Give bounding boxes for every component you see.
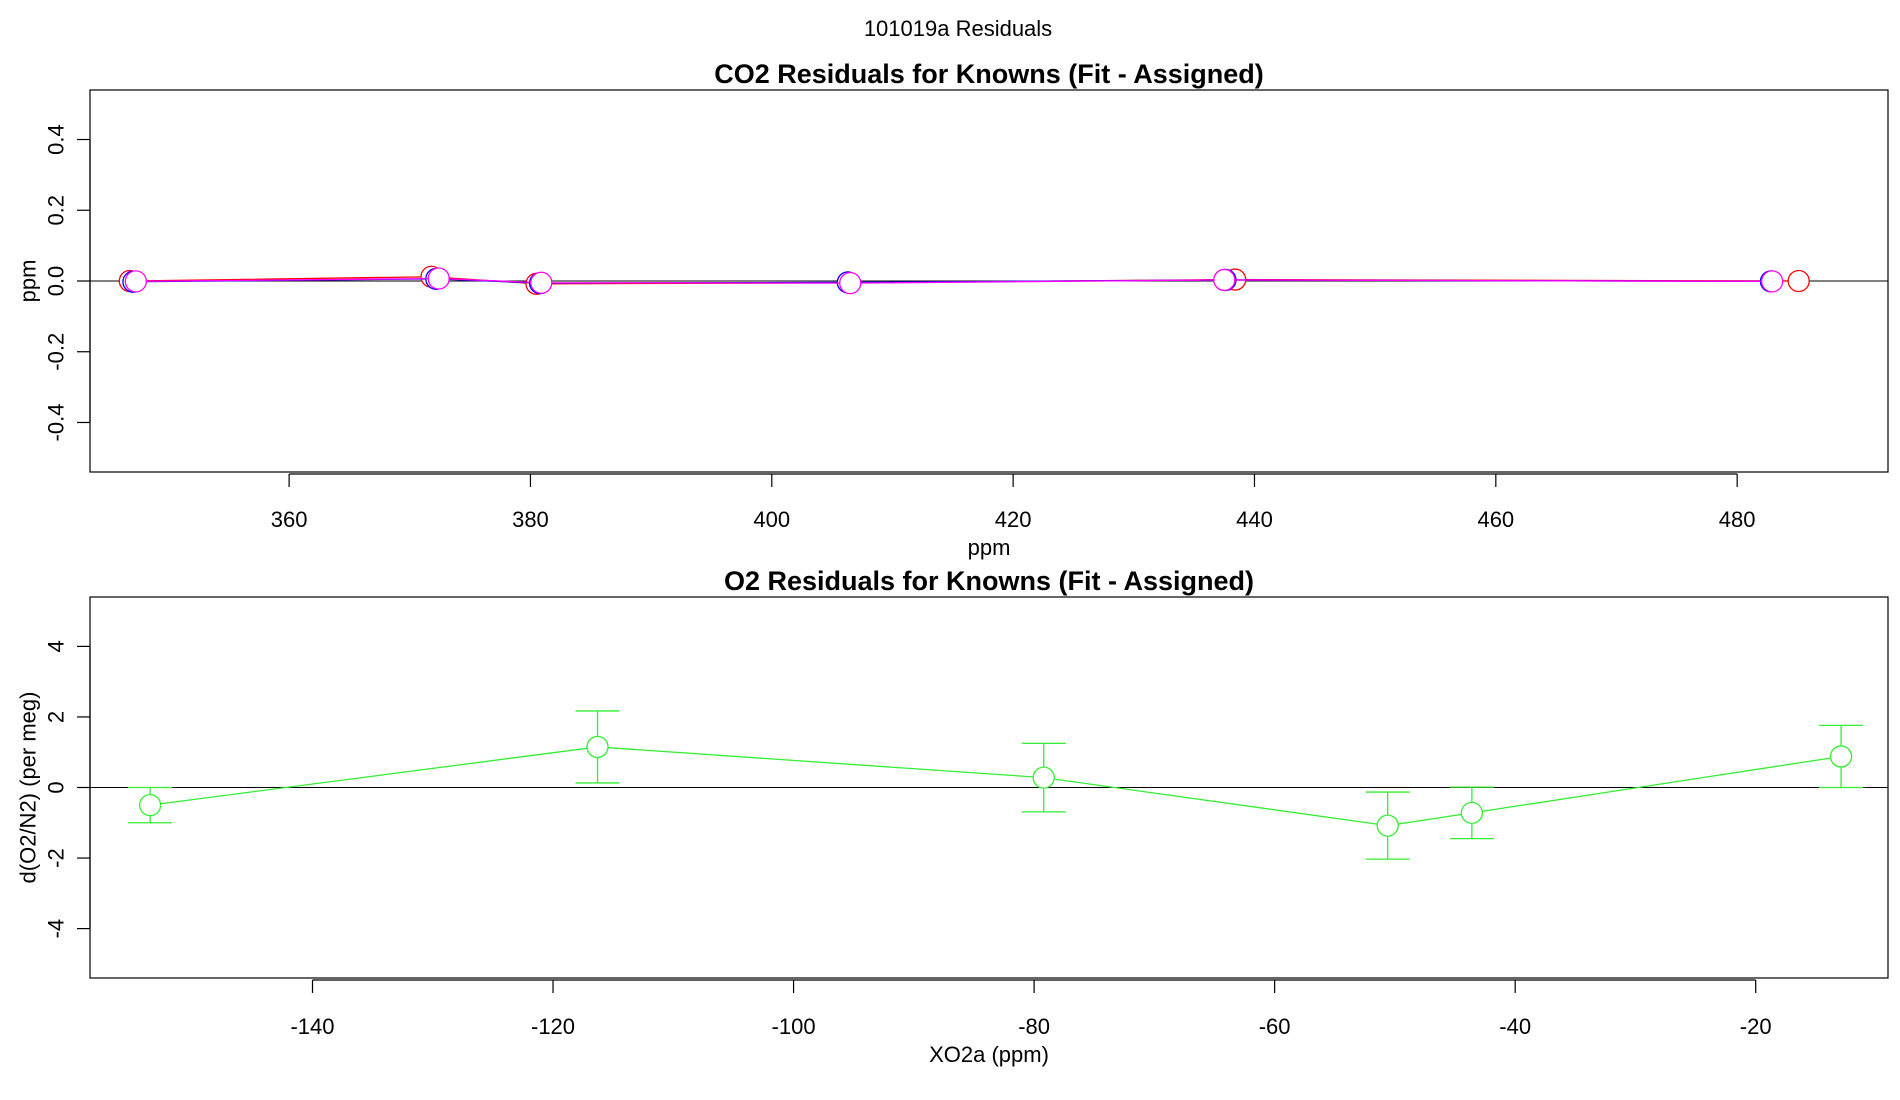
o2-data-point: [1376, 814, 1399, 837]
o2-data-point: [586, 735, 609, 759]
co2-x-tick-label: 360: [271, 507, 308, 532]
page-title: 101019a Residuals: [864, 16, 1052, 41]
co2-series-2: [124, 267, 1784, 295]
o2-y-tick-label: -4: [44, 919, 69, 939]
o2-y-axis-label: d(O2/N2) (per meg): [16, 692, 41, 884]
co2-y-tick-label: 0.4: [44, 124, 69, 155]
co2-y-tick-label: -0.4: [44, 404, 69, 442]
co2-y-tick-label: 0.0: [44, 266, 69, 297]
co2-residuals-panel: CO2 Residuals for Knowns (Fit - Assigned…: [16, 59, 1889, 560]
co2-x-tick-label: 460: [1477, 507, 1514, 532]
o2-y-tick-label: 4: [44, 640, 69, 652]
co2-x-axis-label: ppm: [968, 535, 1011, 560]
co2-panel-title: CO2 Residuals for Knowns (Fit - Assigned…: [714, 59, 1264, 89]
co2-data-point: [1761, 270, 1784, 293]
o2-panel-title: O2 Residuals for Knowns (Fit - Assigned): [724, 566, 1254, 596]
co2-series-line: [135, 277, 1773, 284]
o2-data-point: [1032, 766, 1055, 789]
o2-series-0: [128, 710, 1864, 860]
o2-residuals-panel: O2 Residuals for Knowns (Fit - Assigned)…: [16, 566, 1889, 1067]
o2-series-line: [150, 746, 1842, 827]
o2-x-tick-label: -40: [1499, 1014, 1531, 1039]
co2-x-tick-label: 400: [753, 507, 790, 532]
co2-y-tick-label: 0.2: [44, 195, 69, 226]
o2-x-tick-label: -60: [1259, 1014, 1291, 1039]
co2-data-point: [427, 267, 450, 290]
co2-data-point: [839, 271, 862, 295]
co2-y-tick-label: -0.2: [44, 333, 69, 371]
o2-x-tick-label: -120: [531, 1014, 575, 1039]
o2-x-tick-label: -20: [1740, 1014, 1772, 1039]
o2-y-tick-label: 2: [44, 711, 69, 723]
co2-data-point: [124, 270, 148, 293]
co2-y-axis-label: ppm: [16, 260, 41, 303]
co2-x-tick-label: 480: [1719, 507, 1756, 532]
co2-x-tick-label: 440: [1236, 507, 1273, 532]
o2-x-tick-label: -140: [290, 1014, 334, 1039]
co2-data-point: [530, 271, 553, 294]
o2-data-point: [1460, 801, 1484, 825]
co2-x-tick-label: 380: [512, 507, 549, 532]
co2-data-point: [1213, 268, 1236, 292]
o2-y-tick-label: 0: [44, 781, 69, 793]
co2-data-point: [1787, 269, 1810, 293]
co2-x-tick-label: 420: [995, 507, 1032, 532]
o2-data-point: [1829, 745, 1853, 768]
o2-x-tick-label: -100: [772, 1014, 816, 1039]
o2-data-point: [138, 793, 162, 817]
o2-x-axis-label: XO2a (ppm): [929, 1042, 1049, 1067]
o2-y-tick-label: -2: [44, 848, 69, 868]
o2-x-tick-label: -80: [1018, 1014, 1050, 1039]
